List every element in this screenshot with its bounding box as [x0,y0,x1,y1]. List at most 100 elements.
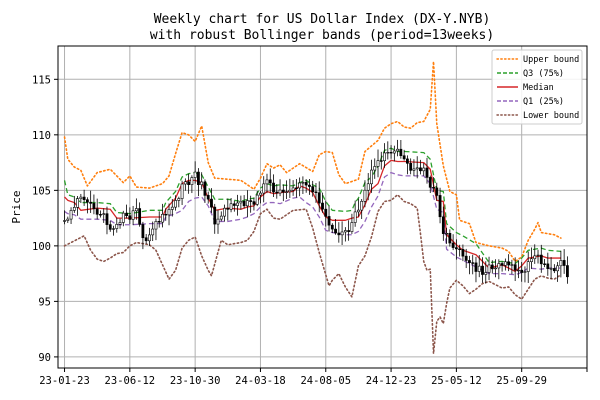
candle-body [448,232,452,244]
candle-body [497,263,501,269]
chart-subtitle: with robust Bollinger bands (period=13we… [150,28,494,43]
y-ticks: 90 95 100 105 110 115 [32,74,58,364]
candle-body [259,192,262,196]
candle-body [268,179,272,184]
candle-body [533,255,537,260]
candle-body [239,200,243,204]
candle-body [350,222,354,232]
candle-body [484,272,488,275]
candle-body [536,254,540,257]
candle-body [419,167,422,172]
candle-body [334,228,337,234]
legend-label: Upper bound [523,55,579,65]
x-tick-label: 23-06-12 [105,375,156,387]
candle-body [69,210,73,220]
plot-frame [57,45,588,369]
y-axis-label: Price [10,190,23,223]
candle-body [425,167,429,178]
candle-body [66,218,70,221]
candle-body [353,211,357,223]
candle-body [386,152,390,154]
candle-body [278,189,282,194]
candle-body [219,215,223,220]
candle-body [526,261,530,272]
candle-body [539,254,543,265]
candle-body [468,260,471,263]
candle-body [474,262,478,272]
candle-body [138,208,142,225]
candle-body [324,208,328,217]
legend-label: Median [523,83,554,93]
candle-body [170,206,174,210]
candle-body [343,230,347,233]
candle-body [530,258,533,262]
candle-body [490,264,494,270]
candle-body [79,196,83,200]
candle-body [121,212,125,223]
candle-body [272,182,275,193]
chart-title: Weekly chart for US Dollar Index (DX-Y.N… [154,12,491,27]
candle-body [441,216,445,234]
candle-body [190,177,194,185]
candle-body [399,148,403,157]
candle-body [562,260,566,266]
legend: Upper bound Q3 (75%) Median Q1 (25%) Lower b… [491,49,583,125]
candle-body [513,264,517,271]
candle-body [226,207,230,210]
candle-body [363,189,367,202]
candle-body [144,237,148,242]
candle-body [308,184,311,187]
candle-body [409,163,413,171]
candle-body [314,191,318,193]
candle-body [151,228,155,236]
candle-body [63,220,66,222]
candle-body [236,202,239,206]
candle-body [249,200,253,202]
candle-body [383,152,386,162]
y-tick-label: 100 [32,241,51,253]
x-tick-label: 24-03-18 [235,375,286,387]
candle-body [102,213,106,215]
candle-body [294,187,298,189]
candle-body [134,208,138,212]
series-lower-bound [63,193,562,355]
candle-body [552,268,556,272]
candle-body [252,201,256,205]
series-q1-25 [64,171,561,276]
candle-body [379,160,383,162]
candle-body [412,168,416,171]
candle-body [556,265,560,272]
candle-body [520,269,524,273]
candle-body [210,198,213,208]
candle-body [422,167,426,172]
candle-body [180,183,184,199]
candle-body [438,195,442,218]
candle-body [549,268,553,270]
candle-body [402,155,406,160]
candle-body [510,264,514,266]
candle-body [177,198,181,201]
y-tick-label: 95 [38,296,51,308]
candle-body [265,179,269,185]
candle-body [298,182,302,189]
candle-body [245,200,249,207]
candle-body [464,255,468,261]
candle-body [154,221,158,230]
candle-body [500,263,504,266]
candle-body [85,199,89,203]
candle-body [95,208,99,215]
candle-body [141,224,145,239]
legend-label: Lower bound [523,111,579,121]
y-tick-label: 115 [32,74,51,86]
grid-lines [58,46,588,368]
candle-body [432,187,435,189]
candle-body [76,198,79,208]
candle-body [105,213,109,225]
candle-body [503,261,507,266]
candle-body [285,191,288,193]
candle-body [108,224,112,230]
candle-body [366,183,370,191]
candle-body [92,203,96,210]
candle-body [115,224,119,229]
candle-body [288,189,292,193]
